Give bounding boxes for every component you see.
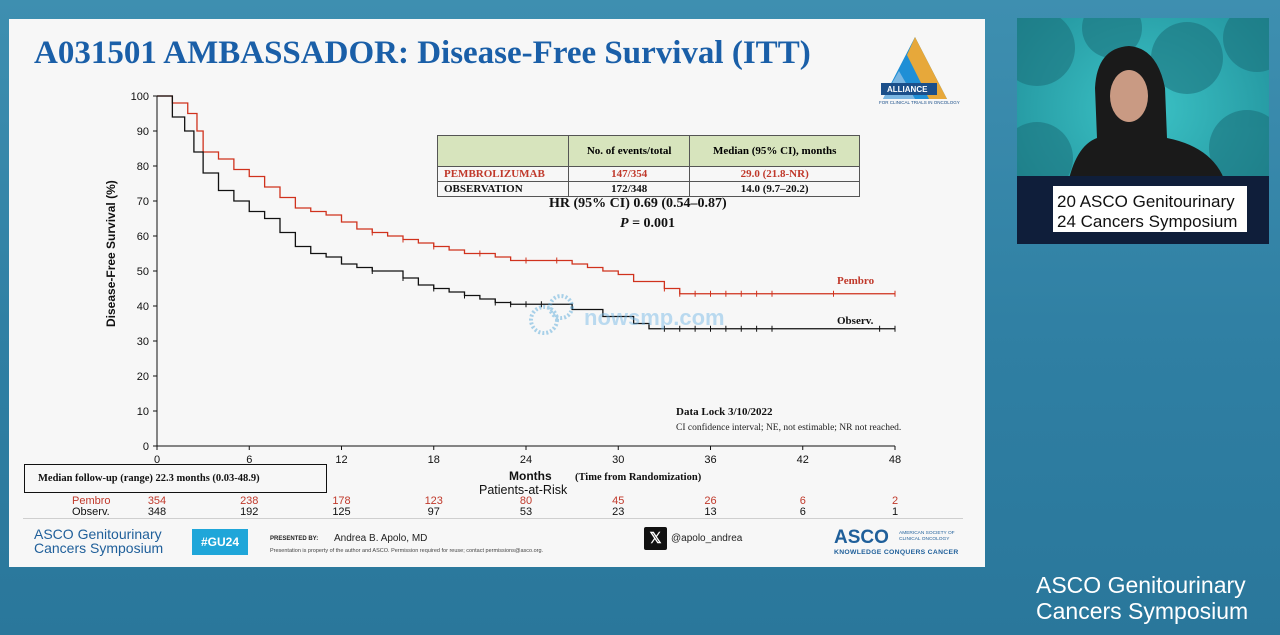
y-axis-label: Disease-Free Survival (%) [104,180,118,327]
stats-median: 14.0 (9.7–20.2) [689,181,860,197]
bottom-brand-logo: ASCO Genitourinary Cancers Symposium [1036,572,1248,624]
presenter-name: Andrea B. Apolo, MD [334,533,428,544]
median-followup-box: Median follow-up (range) 22.3 months (0.… [24,464,327,493]
risk-cell: 23 [612,506,625,518]
risk-cell: 125 [332,506,351,518]
footer-logo-line1: ASCO Genitourinary [34,526,162,542]
p-value-line: P = 0.001 [620,216,675,232]
series-label-observ: Observ. [837,315,874,327]
asco-society-name: AMERICAN SOCIETY OF CLINICAL ONCOLOGY [899,531,955,542]
risk-cell: 45 [612,495,625,507]
watermark-text: nowsmp.com [584,305,725,330]
stats-events: 147/354 [567,166,691,182]
x-tick-label: 30 [612,454,624,466]
stats-header-events: No. of events/total [567,135,691,167]
alliance-logo-subtext: FOR CLINICAL TRIALS IN ONCOLOGY [879,100,960,105]
stats-table: No. of events/total Median (95% CI), mon… [437,135,860,197]
risk-cell: 354 [147,495,167,507]
stats-arm: OBSERVATION [437,181,569,197]
risk-cell: 123 [424,495,443,507]
series-line-pembro [157,95,895,295]
p-label: P [620,216,629,231]
stats-events: 172/348 [567,181,691,197]
data-lock: Data Lock 3/10/2022 [676,406,773,418]
risk-cell: 192 [240,506,259,518]
stats-header-blank [437,135,569,167]
x-tick-label: 24 [520,454,532,466]
y-tick-label: 90 [137,126,149,138]
x-axis-label: Months [509,469,552,483]
asco-tagline: KNOWLEDGE CONQUERS CANCER [834,549,959,556]
podium-line2: 24 Cancers Symposium [1057,212,1237,231]
speaker-silhouette [1067,46,1227,188]
ci-footnote: CI confidence interval; NE, not estimabl… [676,423,902,433]
bottom-brand-line2: Cancers Symposium [1036,598,1249,624]
speaker-video-scene: 20 ASCO Genitourinary 24 Cancers Symposi… [1017,18,1269,244]
y-tick-label: 10 [137,406,149,418]
stats-row-pembro: PEMBROLIZUMAB 147/354 29.0 (21.8-NR) [437,166,860,182]
risk-cell: 13 [704,506,717,518]
hazard-ratio: HR (95% CI) 0.69 (0.54–0.87) [549,196,727,211]
y-tick-label: 40 [137,301,149,313]
footer-logo-line2: Cancers Symposium [34,540,164,556]
x-tick-label: 12 [335,454,347,466]
alliance-logo: ALLIANCE FOR CLINICAL TRIALS IN ONCOLOGY [879,37,960,105]
x-logo-icon: 𝕏 [644,527,667,550]
y-tick-label: 80 [137,161,149,173]
stats-header-median: Median (95% CI), months [689,135,860,167]
y-tick-label: 100 [131,91,149,103]
slide-title: A031501 AMBASSADOR: Disease-Free Surviva… [34,35,811,71]
risk-row-label-observ: Observ. [72,506,110,518]
patients-at-risk-label: Patients-at-Risk [479,483,568,497]
x-tick-label: 42 [797,454,809,466]
bottom-brand-line1: ASCO Genitourinary [1036,572,1246,598]
alliance-logo-text: ALLIANCE [887,85,928,94]
stats-row-observation: OBSERVATION 172/348 14.0 (9.7–20.2) [437,181,860,197]
risk-cell: 6 [799,506,806,518]
presentation-slide: A031501 AMBASSADOR: Disease-Free Surviva… [9,19,985,567]
risk-cell: 26 [704,495,717,507]
stats-median: 29.0 (21.8-NR) [689,166,860,182]
asco-logo: ASCO [834,527,889,548]
x-axis-label-note: (Time from Randomization) [575,472,702,483]
risk-cell: 6 [799,495,806,507]
chart-lines [157,95,896,332]
risk-cell: 348 [147,506,167,518]
risk-cell: 53 [519,506,533,518]
footer-asco-gu-logo: ASCO Genitourinary Cancers Symposium [34,527,163,555]
watermark: nowsmp.com [529,294,725,335]
hashtag-badge: #GU24 [192,529,248,555]
presented-by-label: PRESENTED BY: [270,536,319,542]
y-tick-label: 70 [137,196,149,208]
x-tick-label: 36 [704,454,716,466]
risk-row-label-pembro: Pembro [72,495,111,507]
speaker-video: 20 ASCO Genitourinary 24 Cancers Symposi… [1017,18,1269,244]
risk-cell: 2 [891,495,899,507]
risk-cell: 238 [240,495,259,507]
x-tick-label: 48 [889,454,901,466]
km-chart: 0 10 20 30 40 50 60 70 80 90 100 0 6 12 18 24 30 36 42 48 M… [104,91,901,483]
p-value: = 0.001 [628,216,676,231]
x-tick-label: 18 [428,454,440,466]
footer-divider [23,518,963,519]
y-tick-label: 60 [137,231,149,243]
risk-cell: 1 [891,506,899,518]
x-tick-label: 6 [246,454,252,466]
x-handle: @apolo_andrea [671,533,743,544]
y-tick-label: 30 [137,336,149,348]
y-tick-label: 20 [137,371,149,383]
podium-line1: 20 ASCO Genitourinary [1057,192,1235,211]
risk-cell: 178 [332,495,351,507]
x-tick-label: 0 [154,454,160,466]
stats-arm: PEMBROLIZUMAB [437,166,569,182]
chart-axes: 0 10 20 30 40 50 60 70 80 90 100 0 6 12 18 24 30 36 42 48 [131,91,901,466]
y-tick-label: 50 [137,266,149,278]
risk-cell: 80 [519,495,533,507]
disclaimer: Presentation is property of the author a… [270,548,544,554]
y-tick-label: 0 [143,441,149,453]
risk-cell: 97 [427,506,440,518]
series-label-pembro: Pembro [837,275,875,287]
